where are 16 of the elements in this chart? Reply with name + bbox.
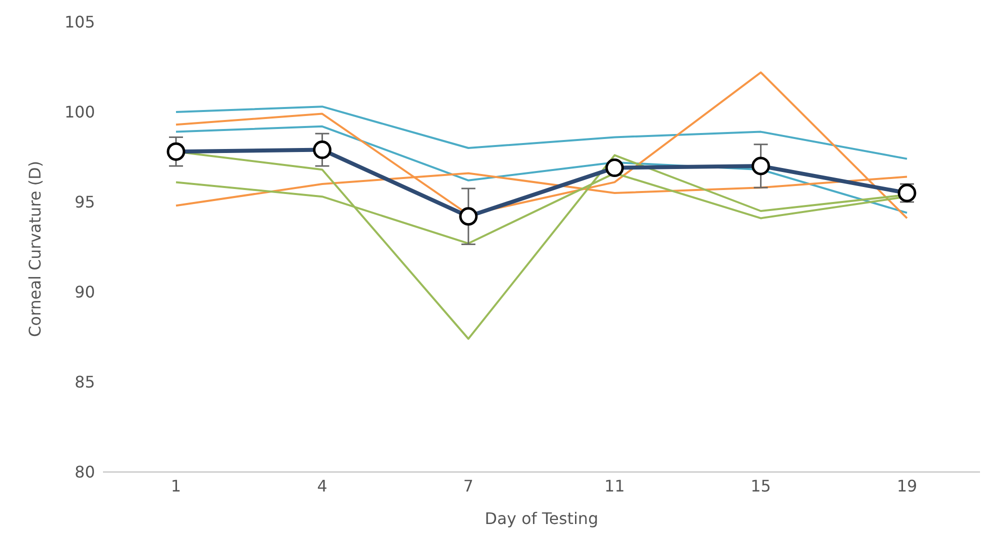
x-tick-label: 4 xyxy=(317,476,328,496)
x-tick-label: 11 xyxy=(604,476,625,496)
y-tick-label: 85 xyxy=(74,372,95,392)
x-tick-label: 19 xyxy=(896,476,918,496)
x-tick-label: 7 xyxy=(463,476,474,496)
y-axis-title: Corneal Curvature (D) xyxy=(26,160,45,337)
y-tick-label: 100 xyxy=(64,102,95,122)
line-series xyxy=(175,125,908,214)
x-tick-label: 1 xyxy=(170,476,182,496)
y-tick-label: 80 xyxy=(74,462,95,482)
y-tick-label: 105 xyxy=(64,12,95,32)
line-series xyxy=(175,106,908,160)
x-axis-title: Day of Testing xyxy=(484,509,598,528)
y-tick-label: 90 xyxy=(74,282,95,302)
x-tick-label: 15 xyxy=(750,476,771,496)
y-tick-label: 95 xyxy=(74,192,95,212)
